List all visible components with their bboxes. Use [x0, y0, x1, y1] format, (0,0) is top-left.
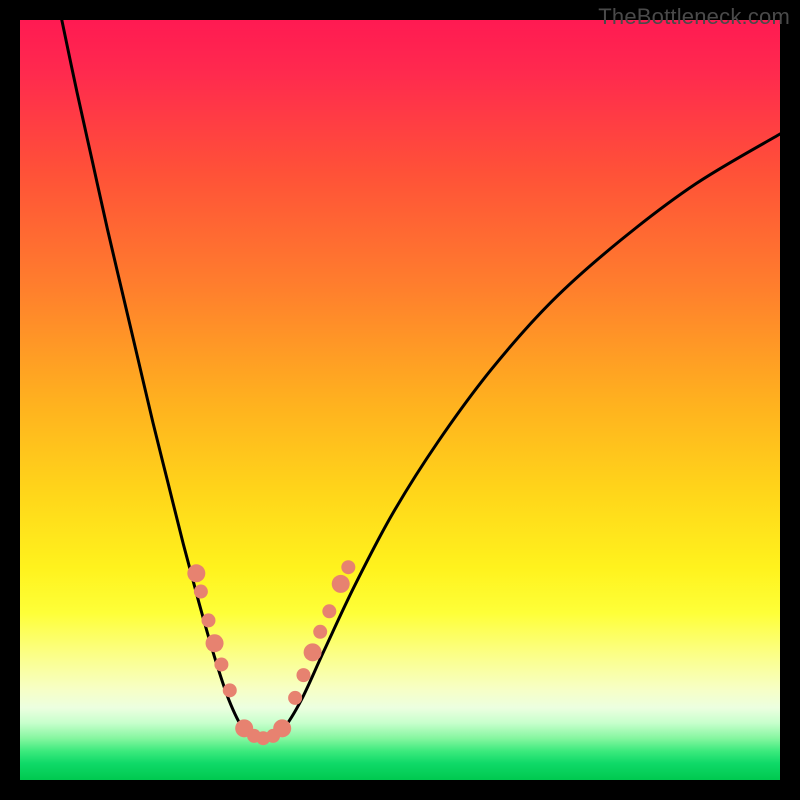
data-marker [288, 691, 302, 705]
data-marker [341, 560, 355, 574]
data-marker [322, 604, 336, 618]
data-marker [194, 585, 208, 599]
data-marker [296, 668, 310, 682]
data-marker [223, 683, 237, 697]
plot-background [20, 20, 780, 780]
data-marker [332, 575, 350, 593]
chart-svg [0, 0, 800, 800]
data-marker [214, 657, 228, 671]
watermark-label: TheBottleneck.com [598, 4, 790, 30]
data-marker [304, 643, 322, 661]
data-marker [187, 564, 205, 582]
data-marker [201, 613, 215, 627]
data-marker [313, 625, 327, 639]
chart-container: TheBottleneck.com [0, 0, 800, 800]
data-marker [273, 719, 291, 737]
data-marker [206, 634, 224, 652]
